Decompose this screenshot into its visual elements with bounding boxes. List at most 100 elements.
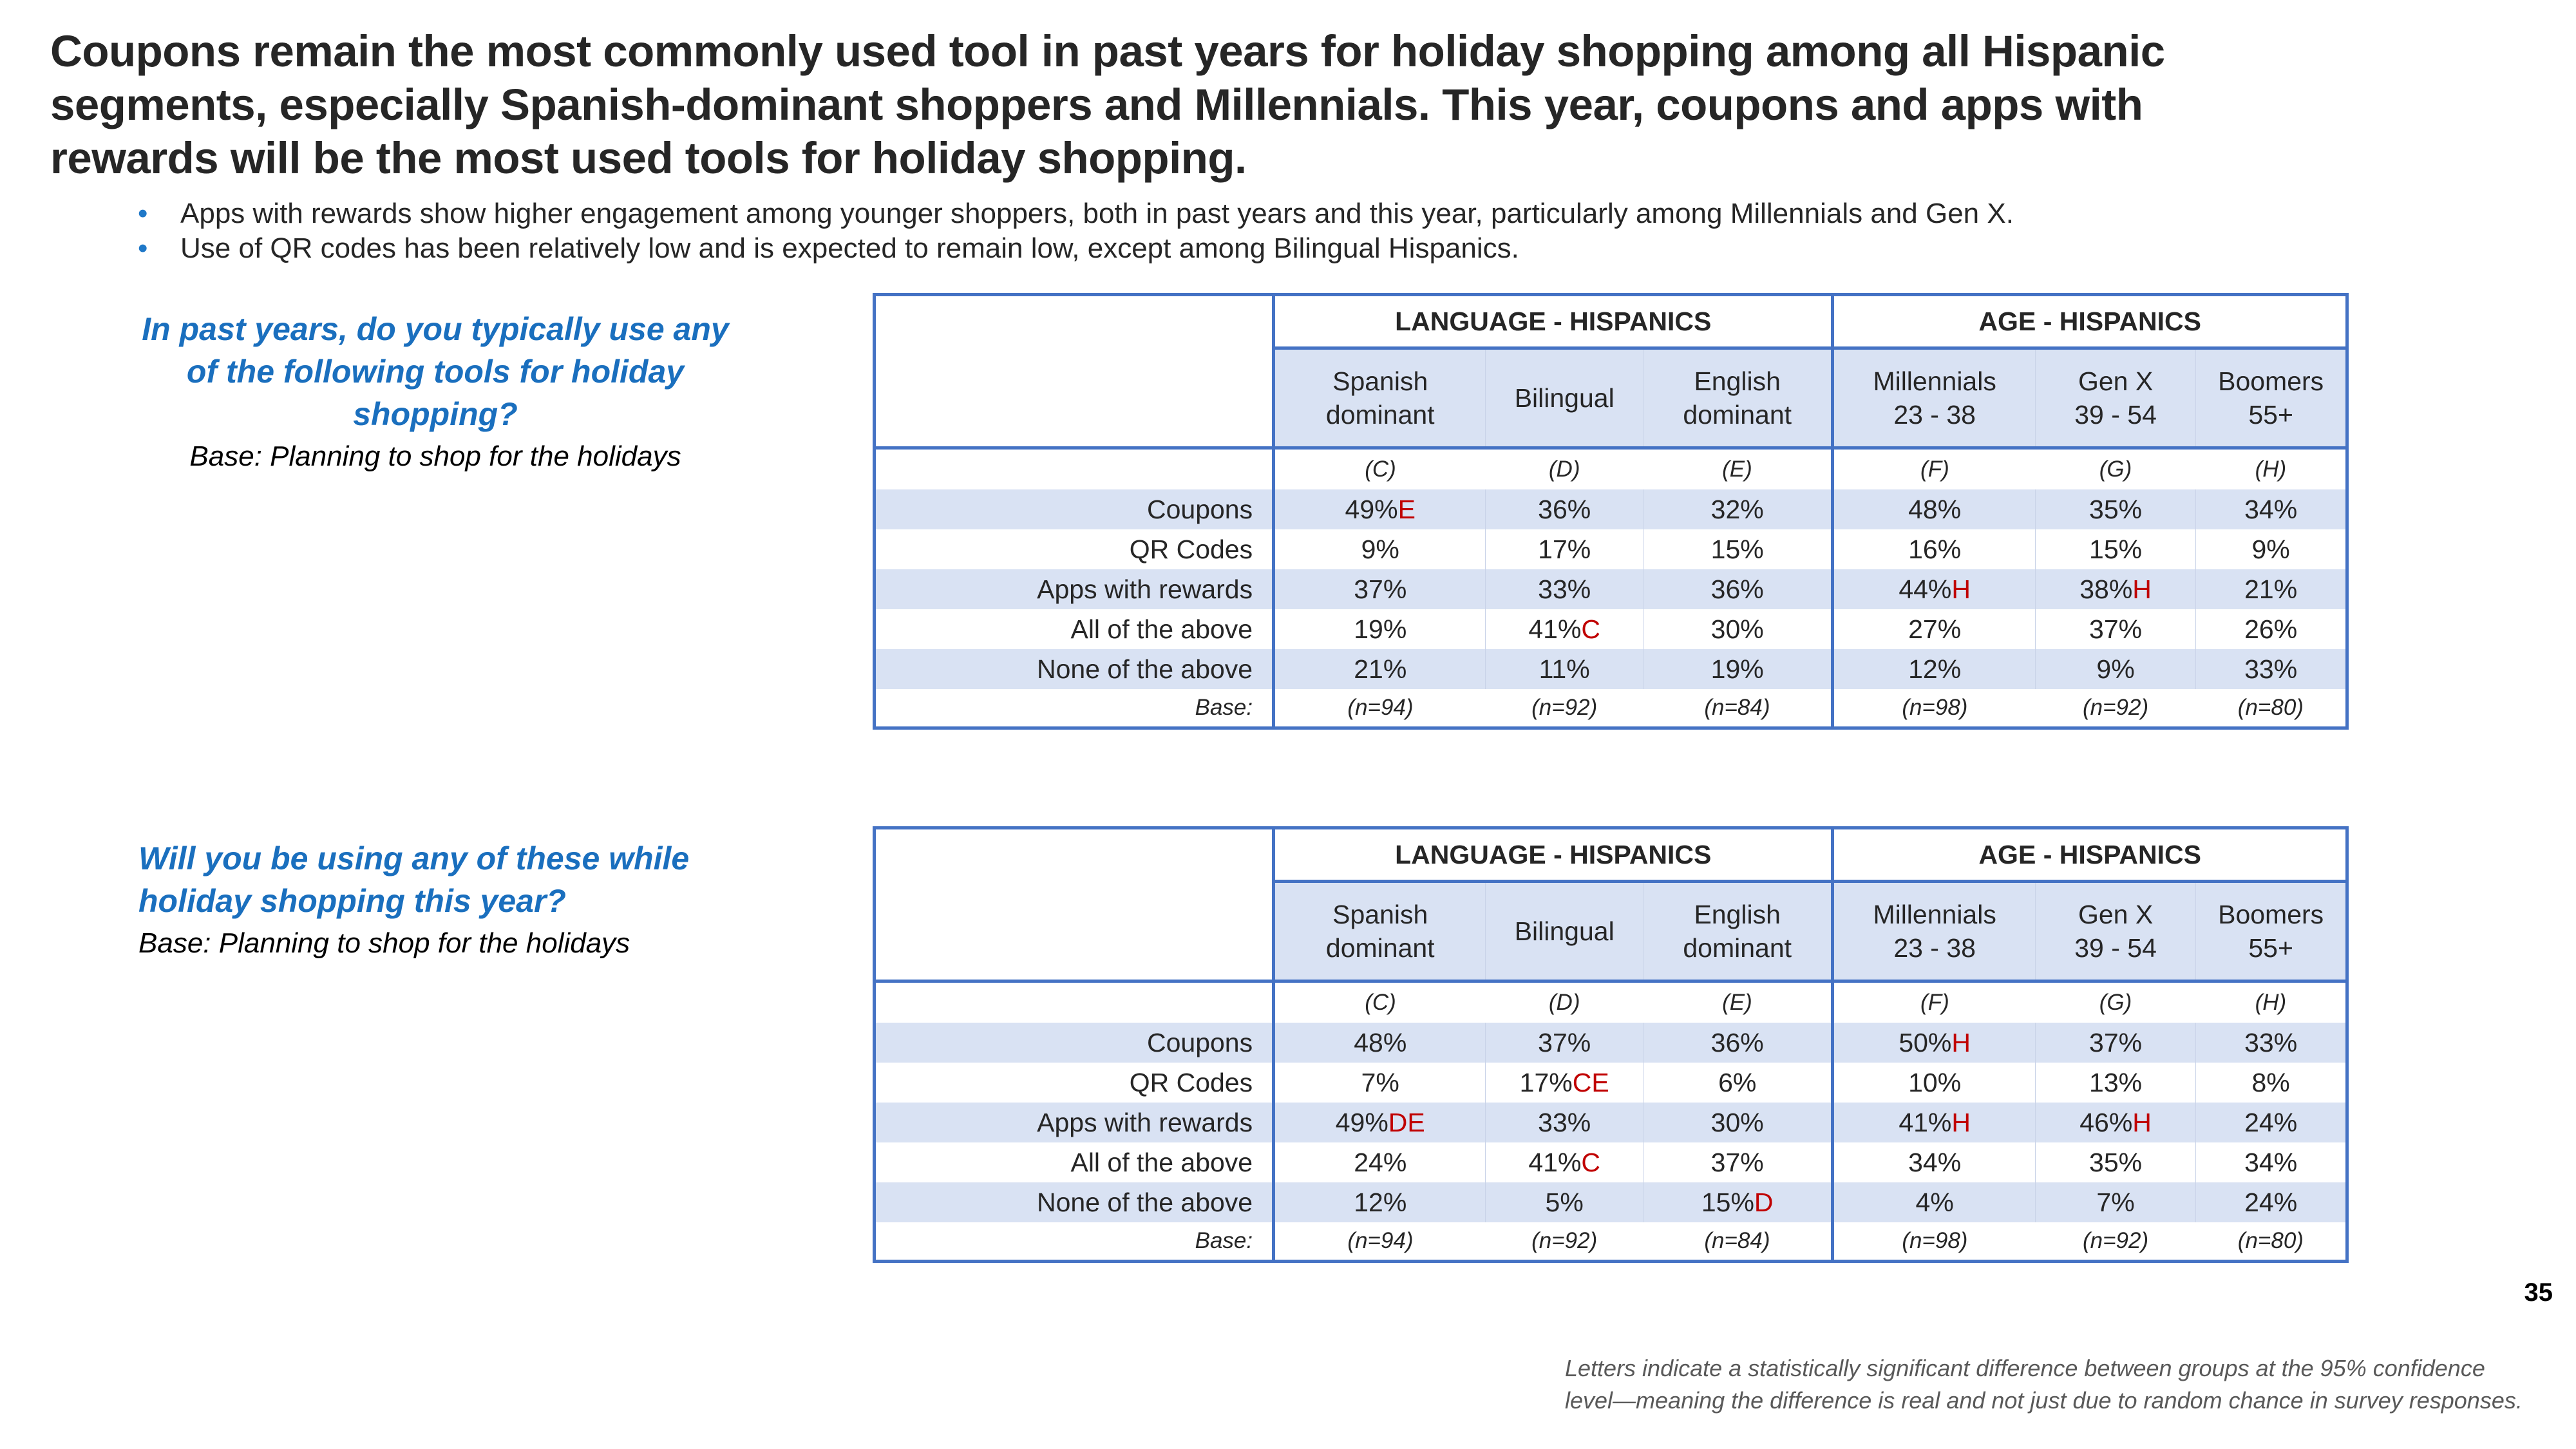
- corner-cell: [872, 826, 1276, 983]
- column-header-line: Millennials: [1873, 900, 1996, 929]
- column-header-line: Gen X: [2078, 900, 2154, 929]
- column-header-line: 23 - 38: [1893, 933, 1976, 963]
- data-cell: 37%: [1642, 1142, 1833, 1182]
- column-header-line: Spanish: [1332, 366, 1428, 396]
- cell-value: 33%: [1538, 1107, 1591, 1137]
- cell-value: 33%: [2244, 1027, 2298, 1057]
- data-cell: 37%: [2034, 609, 2196, 649]
- cell-value: 41%: [1528, 614, 1582, 644]
- row-label: Apps with rewards: [872, 569, 1276, 609]
- row-label: Coupons: [872, 489, 1276, 529]
- column-header-line: 23 - 38: [1893, 400, 1976, 430]
- question-block-this-year: Will you be using any of these while hol…: [138, 837, 718, 965]
- data-cell: 24%: [2195, 1182, 2349, 1222]
- cell-value: 34%: [2244, 1147, 2298, 1177]
- data-cell: 36%: [1642, 1023, 1833, 1063]
- base-label: Base:: [872, 1222, 1276, 1263]
- cell-value: 9%: [1361, 534, 1399, 564]
- cell-value: 41%: [1528, 1147, 1582, 1177]
- group-header-row: LANGUAGE - HISPANICS AGE - HISPANICS: [872, 826, 2349, 983]
- column-header: Gen X 39 - 54: [2034, 881, 2196, 983]
- data-cell: 48%: [1831, 489, 2036, 529]
- data-cell: 19%: [1273, 609, 1486, 649]
- significance-letters: D: [1754, 1187, 1774, 1217]
- data-cell: 46%H: [2034, 1103, 2196, 1142]
- column-header-line: Millennials: [1873, 366, 1996, 396]
- column-letter-row: (C) (D) (E) (F) (G) (H): [872, 448, 2349, 489]
- data-cell: 37%: [1273, 569, 1486, 609]
- column-letter: (E): [1643, 448, 1833, 489]
- cell-value: 32%: [1710, 494, 1764, 524]
- data-cell: 15%: [1642, 529, 1833, 569]
- column-header: Millennials 23 - 38: [1831, 348, 2036, 450]
- base-text: Base: Planning to shop for the holidays: [138, 927, 630, 959]
- column-header: Bilingual: [1485, 881, 1643, 983]
- data-cell: 17%: [1485, 529, 1643, 569]
- cell-value: 26%: [2244, 614, 2298, 644]
- data-cell: 36%: [1642, 569, 1833, 609]
- cell-value: 34%: [1908, 1147, 1962, 1177]
- table-row: QR Codes 7% 17%CE 6% 10% 13% 8%: [872, 1063, 2349, 1103]
- column-header: Boomers 55+: [2195, 348, 2349, 450]
- cell-value: 15%: [1701, 1187, 1754, 1217]
- column-letter: (F): [1831, 981, 2036, 1023]
- column-letter: (E): [1643, 981, 1833, 1023]
- base-size: (n=98): [1831, 1222, 2036, 1263]
- data-cell: 9%: [2195, 529, 2349, 569]
- data-cell: 33%: [1485, 569, 1643, 609]
- cell-value: 24%: [1354, 1147, 1407, 1177]
- table-row: None of the above 21% 11% 19% 12% 9% 33%: [872, 649, 2349, 689]
- base-size: (n=94): [1273, 1222, 1486, 1263]
- data-cell: 7%: [2034, 1182, 2196, 1222]
- base-size: (n=92): [2035, 1222, 2196, 1263]
- group-header-age: AGE - HISPANICS: [1831, 826, 2349, 883]
- column-header: Spanish dominant: [1272, 348, 1486, 450]
- bullet-icon: •: [138, 198, 148, 229]
- cell-value: 49%: [1345, 494, 1398, 524]
- group-header-language: LANGUAGE - HISPANICS: [1272, 293, 1835, 350]
- data-cell: 48%: [1273, 1023, 1486, 1063]
- column-header-line: Gen X: [2078, 366, 2154, 396]
- cell-value: 21%: [2244, 574, 2298, 604]
- question-text: Will you be using any of these while hol…: [138, 840, 690, 919]
- data-cell: 30%: [1642, 609, 1833, 649]
- cell-value: 37%: [1710, 1147, 1764, 1177]
- cell-value: 7%: [1361, 1067, 1399, 1097]
- data-cell: 30%: [1642, 1103, 1833, 1142]
- data-cell: 21%: [1273, 649, 1486, 689]
- column-header: Gen X 39 - 54: [2034, 348, 2196, 450]
- cell-value: 10%: [1908, 1067, 1962, 1097]
- significance-letters: E: [1397, 494, 1416, 524]
- column-letter: (F): [1831, 448, 2036, 489]
- data-cell: 41%C: [1485, 1142, 1643, 1182]
- row-label: Coupons: [872, 1023, 1276, 1063]
- cell-value: 30%: [1710, 614, 1764, 644]
- cell-value: 13%: [2089, 1067, 2143, 1097]
- column-header-line: English: [1694, 900, 1781, 929]
- column-header-line: English: [1694, 366, 1781, 396]
- cell-value: 12%: [1354, 1187, 1407, 1217]
- cell-value: 36%: [1710, 1027, 1764, 1057]
- row-label-empty: [872, 448, 1276, 489]
- table-row: Coupons 49%E 36% 32% 48% 35% 34%: [872, 489, 2349, 529]
- data-cell: 17%CE: [1485, 1063, 1643, 1103]
- cell-value: 12%: [1908, 654, 1962, 684]
- row-label: None of the above: [872, 1182, 1276, 1222]
- cell-value: 24%: [2244, 1107, 2298, 1137]
- data-cell: 24%: [2195, 1103, 2349, 1142]
- cell-value: 48%: [1908, 494, 1962, 524]
- corner-cell: [872, 293, 1276, 450]
- cell-value: 21%: [1354, 654, 1407, 684]
- base-size: (n=92): [2035, 689, 2196, 730]
- column-header-line: Bilingual: [1514, 383, 1615, 413]
- group-header-row: LANGUAGE - HISPANICS AGE - HISPANICS: [872, 293, 2349, 450]
- data-cell: 44%H: [1831, 569, 2036, 609]
- column-letter: (G): [2035, 448, 2196, 489]
- base-size: (n=98): [1831, 689, 2036, 730]
- data-cell: 15%: [2034, 529, 2196, 569]
- cell-value: 7%: [2096, 1187, 2135, 1217]
- cell-value: 34%: [2244, 494, 2298, 524]
- column-letter-row: (C) (D) (E) (F) (G) (H): [872, 981, 2349, 1023]
- data-cell: 9%: [1273, 529, 1486, 569]
- significance-letters: H: [1951, 1027, 1971, 1057]
